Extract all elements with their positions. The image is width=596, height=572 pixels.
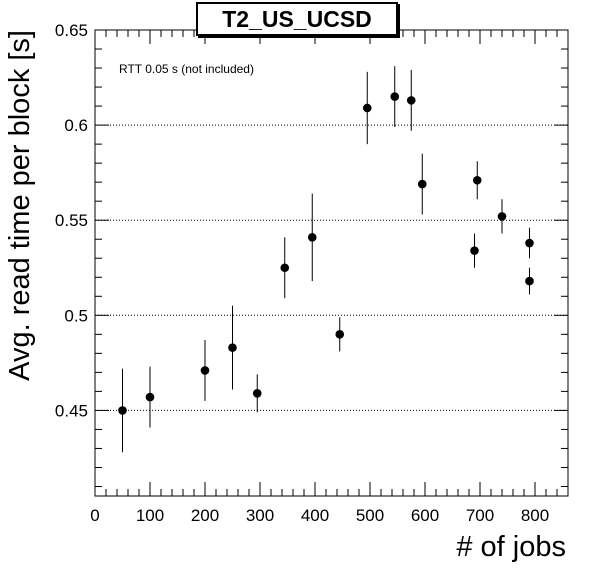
point-marker [497,212,507,221]
x-tick-label: 0 [90,506,99,525]
point-marker [307,233,317,242]
chart-title: T2_US_UCSD [196,2,398,36]
point-marker [525,238,534,248]
point-marker [200,366,210,375]
point-marker [406,96,416,105]
data-point [307,193,317,282]
axis-ticks [94,29,569,496]
data-point [470,233,479,268]
data-point [118,368,127,453]
data-point [252,374,262,413]
point-marker [362,103,372,113]
data-points [118,66,534,453]
annotation-rtt: RTT 0.05 s (not included) [119,62,254,76]
x-axis-title: # of jobs [456,531,566,563]
x-tick-label: 600 [411,506,439,525]
y-tick-label: 0.5 [64,306,88,325]
point-marker [118,406,127,415]
point-marker [525,276,534,286]
grid-lines [95,124,568,411]
y-tick-label: 0.6 [64,116,88,135]
x-tick-label: 200 [191,506,219,525]
x-tick-labels: 0 100 200 300 400 500 600 700 800 [90,506,549,525]
point-marker [252,388,262,398]
x-tick-label: 500 [356,506,384,525]
y-tick-label: 0.45 [55,401,88,420]
point-marker [472,175,482,185]
y-tick-labels: 0.45 0.5 0.55 0.6 0.65 [55,21,88,420]
data-point [497,199,507,234]
data-point [472,161,482,200]
data-point [390,66,400,128]
plot-frame [94,29,569,497]
point-marker [390,92,400,101]
x-tick-label: 100 [136,506,164,525]
y-tick-label: 0.65 [55,21,88,40]
point-marker [228,343,237,352]
x-tick-label: 400 [301,506,329,525]
data-point [417,153,427,215]
x-tick-label: 700 [466,506,494,525]
data-point [525,227,534,259]
point-marker [470,246,479,255]
data-point [280,237,290,299]
x-tick-label: 300 [246,506,274,525]
data-point [362,71,372,145]
x-tick-label: 800 [521,506,549,525]
data-point [228,305,237,390]
data-point [406,69,416,131]
point-marker [335,330,345,339]
y-axis-title: Avg. read time per block [s] [4,30,36,381]
point-marker [417,179,427,189]
y-tick-label: 0.55 [55,211,88,230]
chart-title-text: T2_US_UCSD [222,5,372,32]
point-marker [280,263,290,273]
data-point [145,366,155,428]
data-point [200,340,210,401]
data-point [335,317,345,352]
data-point [525,267,534,295]
point-marker [145,392,155,402]
